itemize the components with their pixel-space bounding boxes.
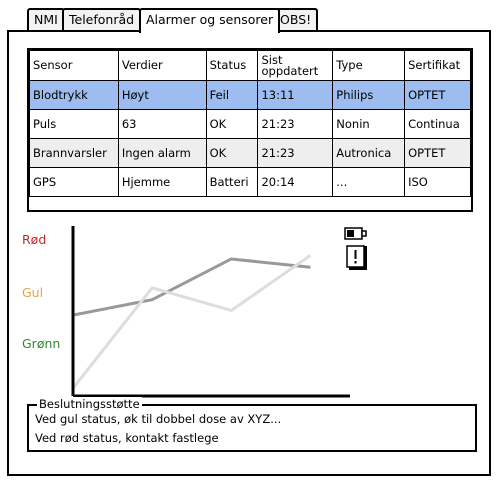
table-row[interactable]: Blodtrykk Høyt Feil 13:11 Philips OPTET bbox=[29, 80, 471, 110]
tab-nmi[interactable]: NMI bbox=[27, 8, 65, 30]
column-header-type[interactable]: Type bbox=[332, 50, 406, 81]
exclamation-alert-icon[interactable] bbox=[346, 245, 368, 271]
table-cell: Nonin bbox=[332, 109, 406, 139]
table-cell: OK bbox=[205, 138, 259, 168]
column-header-status[interactable]: Status bbox=[205, 50, 259, 81]
column-header-sertifikat[interactable]: Sertifikat bbox=[404, 50, 471, 81]
table-cell: 63 bbox=[117, 109, 207, 139]
tab-telefonrad[interactable]: Telefonråd bbox=[62, 8, 142, 30]
table-cell: 13:11 bbox=[257, 80, 334, 110]
table-cell: OK bbox=[205, 109, 259, 139]
table-cell: 20:14 bbox=[257, 167, 334, 197]
battery-low-icon[interactable] bbox=[344, 226, 368, 242]
column-header-sensor[interactable]: Sensor bbox=[29, 50, 119, 81]
y-label-rod: Rød bbox=[22, 232, 47, 247]
tab-panel: Sensor Verdier Status Sist oppdatert Typ… bbox=[7, 30, 491, 476]
table-cell: ... bbox=[332, 167, 406, 197]
tab-alarmer-og-sensorer-label: Alarmer og sensorer bbox=[146, 12, 274, 27]
tab-bar: NMI Telefonråd Alarmer og sensorer OBS! bbox=[0, 0, 501, 33]
tab-obs[interactable]: OBS! bbox=[273, 8, 319, 30]
table-cell: Ingen alarm bbox=[117, 138, 207, 168]
tab-telefonrad-label: Telefonråd bbox=[69, 12, 135, 27]
table-cell: GPS bbox=[29, 167, 119, 197]
tab-obs-label: OBS! bbox=[280, 12, 312, 27]
table-row[interactable]: Puls 63 OK 21:23 Nonin Continua bbox=[29, 109, 471, 139]
decision-line-red: Ved rød status, kontakt fastlege bbox=[35, 431, 219, 445]
status-chart: Rød Gul Grønn bbox=[9, 216, 493, 436]
y-label-gronn: Grønn bbox=[22, 336, 61, 351]
column-header-verdier[interactable]: Verdier bbox=[117, 50, 207, 81]
table-cell: Philips bbox=[332, 80, 406, 110]
table-cell: OPTET bbox=[404, 80, 471, 110]
decision-line-yellow: Ved gul status, øk til dobbel dose av XY… bbox=[35, 412, 282, 426]
sensor-table: Sensor Verdier Status Sist oppdatert Typ… bbox=[27, 48, 473, 212]
table-cell: Puls bbox=[29, 109, 119, 139]
table-header-row: Sensor Verdier Status Sist oppdatert Typ… bbox=[29, 50, 471, 81]
table-cell: ISO bbox=[404, 167, 471, 197]
table-cell: Hjemme bbox=[117, 167, 207, 197]
decision-support-box: Beslutningsstøtte Ved gul status, øk til… bbox=[27, 397, 477, 452]
decision-support-title: Beslutningsstøtte bbox=[37, 397, 142, 411]
table-cell: Continua bbox=[404, 109, 471, 139]
series-line-1 bbox=[71, 254, 312, 390]
tab-nmi-label: NMI bbox=[34, 12, 58, 27]
y-label-gul: Gul bbox=[22, 285, 44, 300]
table-row[interactable]: Brannvarsler Ingen alarm OK 21:23 Autron… bbox=[29, 138, 471, 168]
table-cell: Brannvarsler bbox=[29, 138, 119, 168]
table-row[interactable]: GPS Hjemme Batteri 20:14 ... ISO bbox=[29, 167, 471, 197]
column-header-sist-oppdatert[interactable]: Sist oppdatert bbox=[257, 50, 334, 81]
table-cell: Høyt bbox=[117, 80, 207, 110]
table-cell: Feil bbox=[205, 80, 259, 110]
chart-plot bbox=[71, 226, 350, 398]
table-cell: Blodtrykk bbox=[29, 80, 119, 110]
table-cell: Autronica bbox=[332, 138, 406, 168]
table-cell: OPTET bbox=[404, 138, 471, 168]
table-cell: 21:23 bbox=[257, 109, 334, 139]
table-cell: Batteri bbox=[205, 167, 259, 197]
series-line-0 bbox=[72, 257, 311, 317]
table-cell: 21:23 bbox=[257, 138, 334, 168]
tab-alarmer-og-sensorer[interactable]: Alarmer og sensorer bbox=[139, 8, 281, 33]
